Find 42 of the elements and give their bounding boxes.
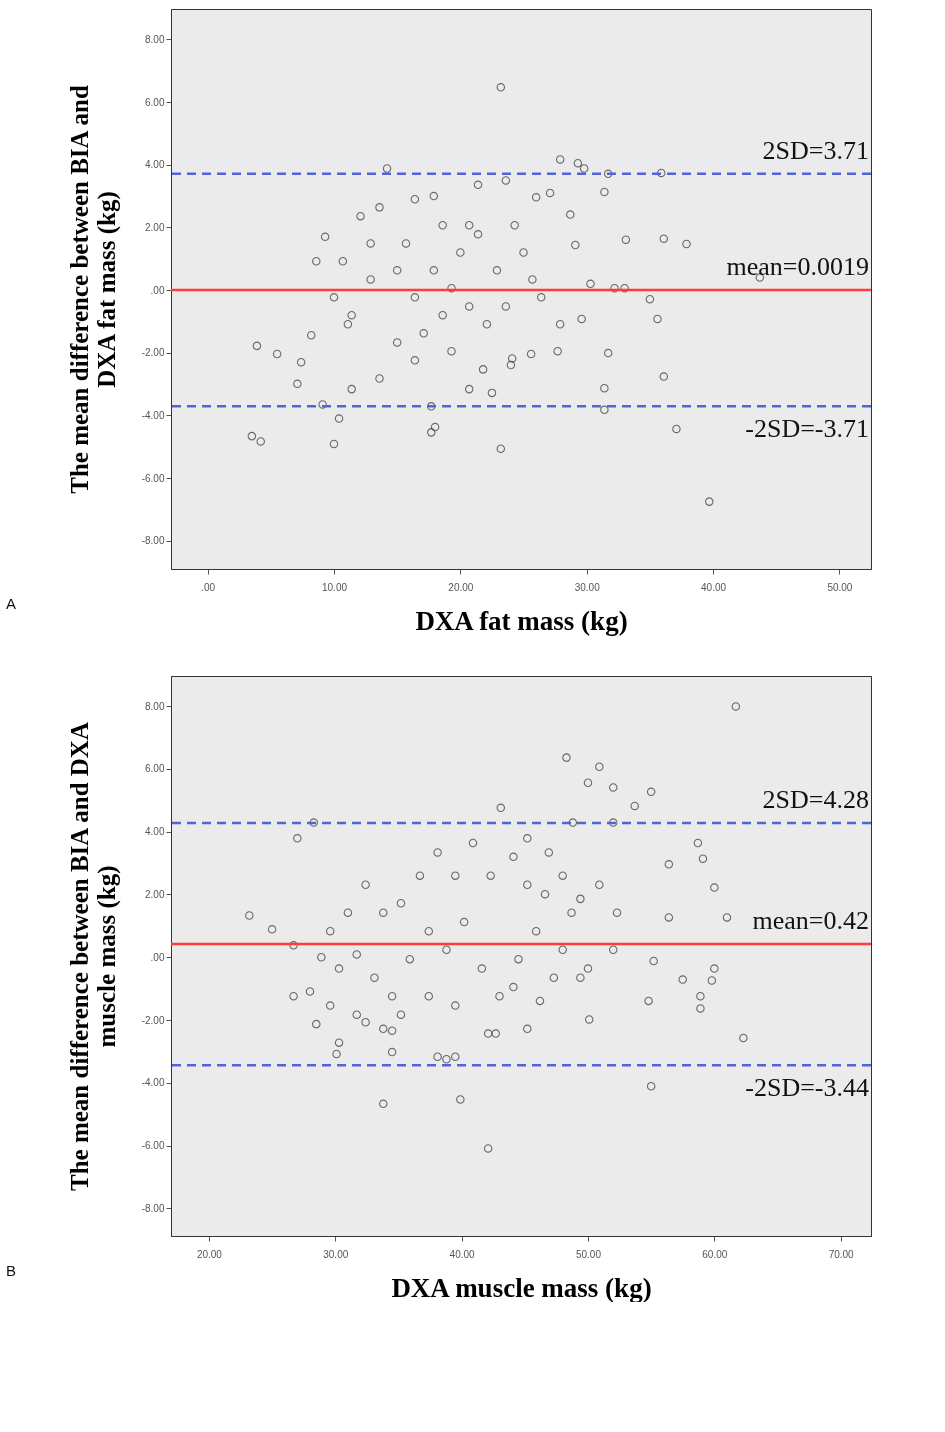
x-tick-label: 20.00 — [448, 581, 474, 593]
text: B — [6, 1262, 17, 1279]
y-tick-label: .00 — [150, 284, 165, 296]
y-tick-label: -6.00 — [141, 1140, 165, 1152]
x-axis-title: DXA fat mass (kg) — [415, 605, 628, 636]
ref-line-label: -2SD=-3.71 — [745, 414, 869, 444]
y-tick-label: 4.00 — [145, 159, 165, 171]
y-tick-label: .00 — [150, 951, 165, 963]
y-tick-label: 6.00 — [145, 96, 165, 108]
x-tick-label: 30.00 — [323, 1248, 349, 1260]
y-tick-label: 8.00 — [145, 700, 165, 712]
ref-line-label: -2SD=-3.44 — [745, 1073, 869, 1103]
text: A — [6, 595, 17, 612]
x-tick-label: 40.00 — [701, 581, 727, 593]
y-tick-label: -2.00 — [141, 1014, 165, 1026]
y-tick-label: -4.00 — [141, 1077, 165, 1089]
x-tick-label: 10.00 — [321, 581, 348, 593]
x-tick-label: 40.00 — [449, 1248, 476, 1260]
ref-line-label: 2SD=4.28 — [762, 784, 869, 814]
x-tick-label: 60.00 — [702, 1248, 728, 1260]
ref-line-label: mean=0.42 — [752, 906, 869, 936]
y-tick-label: 8.00 — [145, 33, 165, 45]
ref-line-label: mean=0.0019 — [726, 252, 869, 282]
y-tick-label: -2.00 — [141, 347, 165, 359]
y-tick-label: 2.00 — [145, 221, 165, 233]
x-tick-label: .00 — [201, 581, 216, 593]
ref-line-label: 2SD=3.71 — [762, 135, 869, 165]
y-tick-label: 6.00 — [145, 763, 165, 775]
x-tick-label: 30.00 — [574, 581, 601, 593]
y-tick-label: -6.00 — [141, 472, 165, 484]
y-tick-label: -8.00 — [141, 1202, 165, 1214]
y-axis-title: The mean difference between BIA and DXA fat mass (kg) — [65, 85, 121, 494]
x-tick-label: 50.00 — [827, 581, 853, 593]
y-tick-label: 2.00 — [145, 888, 165, 900]
y-axis-title: The mean difference between BIA and DXA muscle mass (kg) — [65, 722, 121, 1191]
x-tick-label: 70.00 — [828, 1248, 855, 1260]
x-tick-label: 20.00 — [196, 1248, 223, 1260]
x-tick-label: 50.00 — [575, 1248, 602, 1260]
y-tick-label: -4.00 — [141, 409, 165, 421]
y-tick-label: -8.00 — [141, 535, 165, 547]
y-tick-label: 4.00 — [145, 826, 165, 838]
x-axis-title: DXA muscle mass (kg) — [391, 1272, 652, 1303]
